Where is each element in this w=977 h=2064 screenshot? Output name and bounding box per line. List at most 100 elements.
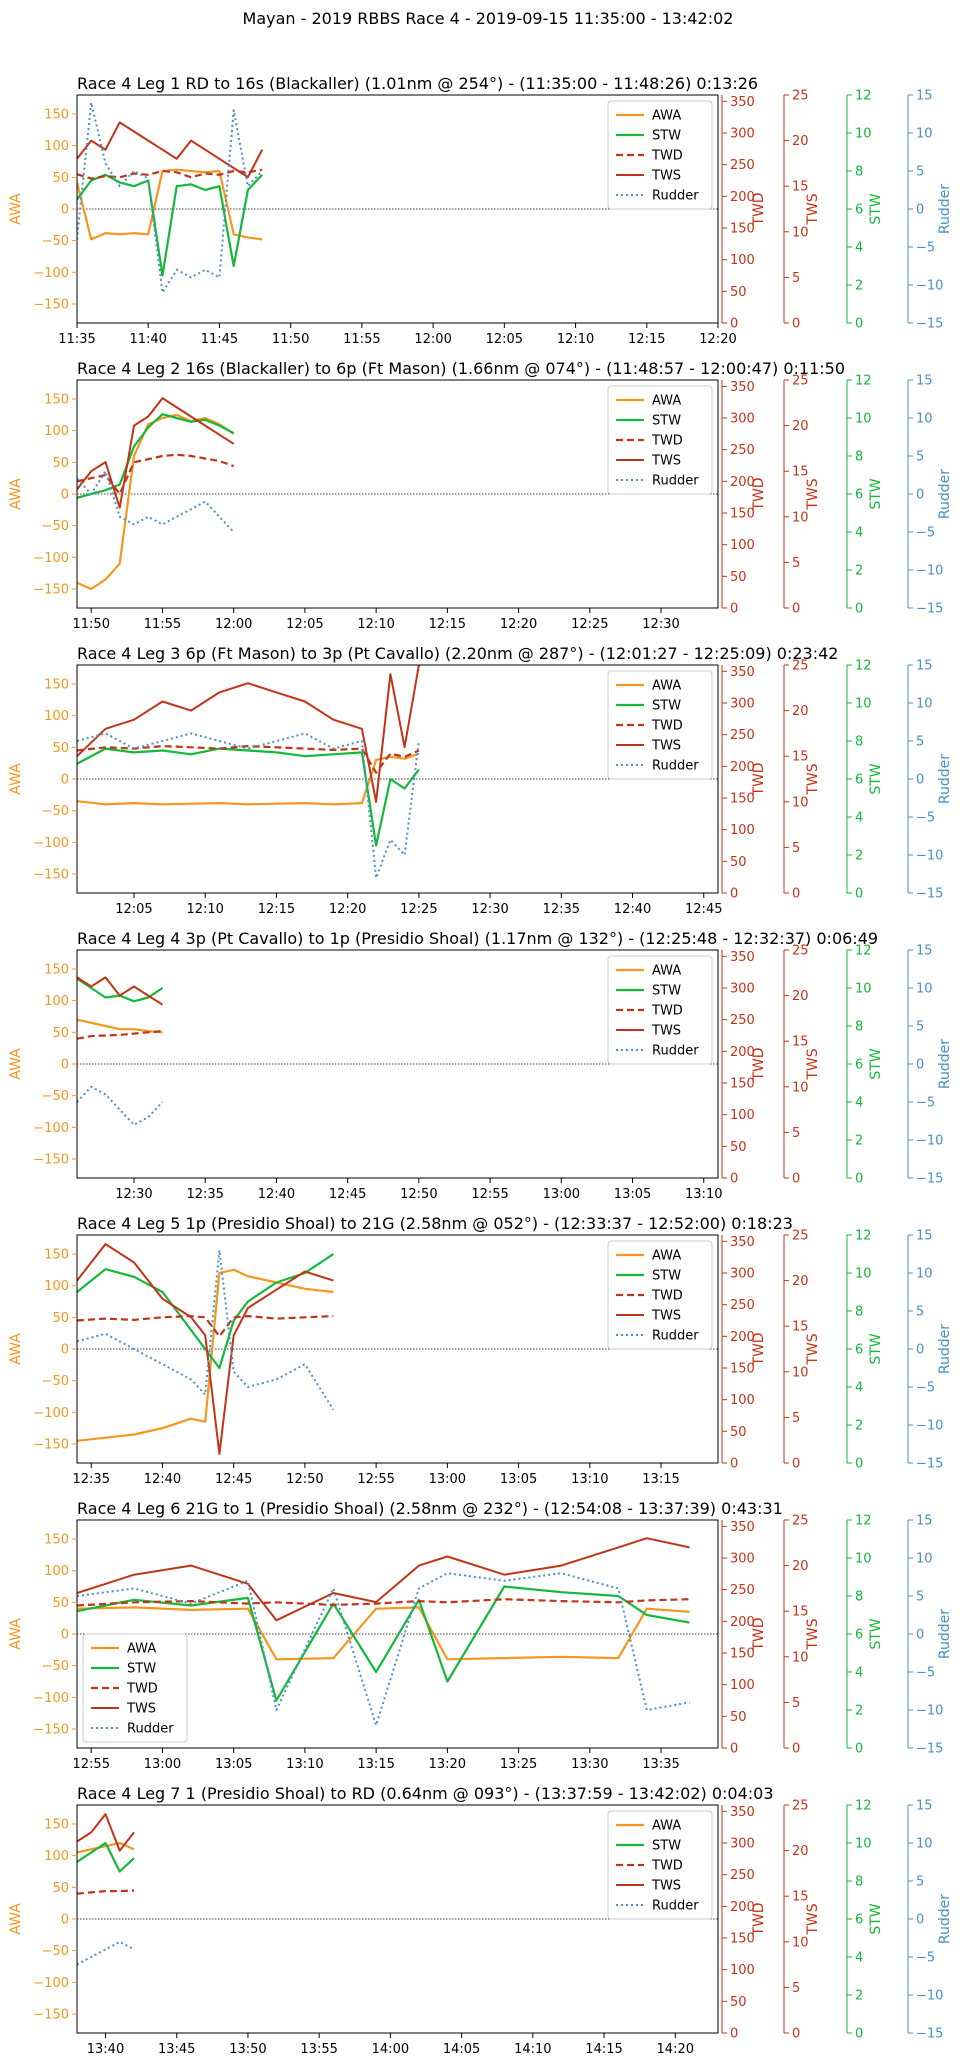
stw-tick-label: 12 [855, 1229, 872, 1244]
series-tws-line [77, 1813, 135, 1852]
twd-tick-label: 300 [730, 412, 755, 427]
series-stw-line [77, 747, 420, 847]
legend: AWA STW TWD TWS Rudder [607, 1240, 713, 1350]
rudder-tick-label: −15 [916, 1172, 943, 1187]
series-twd-line [77, 168, 263, 180]
awa-tick-label: −100 [33, 1406, 69, 1421]
rudder-tick-label: 10 [916, 412, 933, 427]
stw-tick-label: 12 [855, 659, 872, 674]
series-group [77, 101, 264, 294]
tws-tick-label: 15 [792, 180, 809, 195]
series-rudder-line [77, 1249, 335, 1411]
twd-tick-label: 150 [730, 792, 755, 807]
twd-tick-label: 0 [730, 602, 738, 617]
rudder-tick-label: −15 [916, 602, 943, 617]
tws-tick-label: 20 [792, 989, 809, 1004]
series-twd-line [77, 1598, 690, 1607]
stw-tick-label: 8 [855, 450, 863, 465]
awa-tick-label: 100 [44, 424, 69, 439]
twd-tick-label: 50 [730, 1140, 747, 1155]
stw-tick-label: 10 [855, 1552, 872, 1567]
series-rudder-line [77, 732, 420, 879]
tws-tick-label: 25 [792, 944, 809, 959]
figure-title: Mayan - 2019 RBBS Race 4 - 2019-09-15 11… [243, 9, 734, 28]
twd-tick-label: 200 [730, 475, 755, 490]
series-group [77, 976, 164, 1126]
x-tick-label: 13:25 [500, 1757, 537, 1772]
awa-tick-label: 0 [61, 1628, 69, 1643]
x-tick-label: 13:00 [429, 1472, 466, 1487]
legend: AWA STW TWD TWS Rudder [82, 1633, 188, 1743]
twd-tick-label: 200 [730, 1615, 755, 1630]
rudder-tick-label: 5 [916, 450, 924, 465]
x-tick-label: 13:05 [500, 1472, 537, 1487]
rudder-tick-label: 15 [916, 1514, 933, 1529]
legend: AWA STW TWD TWS Rudder [607, 385, 713, 495]
twd-tick-label: 250 [730, 1868, 755, 1883]
tws-tick-label: 25 [792, 1229, 809, 1244]
rudder-axis-label: Rudder [937, 1894, 953, 1944]
awa-axis-label: AWA [8, 763, 24, 795]
x-tick-label: 12:10 [557, 332, 594, 347]
x-tick-label: 12:20 [500, 617, 537, 632]
awa-tick-label: 0 [61, 203, 69, 218]
x-tick-label: 12:10 [186, 902, 223, 917]
legend: AWA STW TWD TWS Rudder [607, 100, 713, 210]
stw-axis-label: STW [868, 193, 884, 224]
series-stw-line [77, 173, 264, 277]
awa-tick-label: −50 [42, 1944, 69, 1959]
tws-tick-label: 10 [792, 510, 809, 525]
twd-tick-label: 200 [730, 1045, 755, 1060]
rudder-tick-label: −5 [916, 241, 935, 256]
rudder-tick-label: −5 [916, 1096, 935, 1111]
series-group [77, 1537, 690, 1727]
series-stw-line [77, 1253, 335, 1370]
legend-label-awa: AWA [652, 679, 681, 694]
awa-tick-label: 100 [44, 709, 69, 724]
stw-axis-label: STW [868, 1333, 884, 1364]
stw-tick-label: 8 [855, 735, 863, 750]
rudder-tick-label: −15 [916, 887, 943, 902]
awa-tick-label: −100 [33, 836, 69, 851]
tws-tick-label: 5 [792, 1411, 800, 1426]
x-tick-label: 12:05 [486, 332, 523, 347]
stw-tick-label: 12 [855, 1514, 872, 1529]
series-rudder-line [77, 1085, 164, 1126]
legend-box [607, 385, 713, 495]
stw-tick-label: 4 [855, 1381, 863, 1396]
legend-label-rudder: Rudder [652, 1044, 699, 1059]
twd-tick-label: 100 [730, 538, 755, 553]
stw-tick-label: 10 [855, 697, 872, 712]
tws-tick-label: 20 [792, 1844, 809, 1859]
series-awa-line [77, 752, 420, 806]
stw-tick-label: 0 [855, 602, 863, 617]
x-tick-label: 12:00 [215, 617, 252, 632]
series-twd-line [77, 1889, 135, 1895]
rudder-tick-label: 0 [916, 1343, 924, 1358]
tws-axis-label: TWS [805, 1048, 821, 1080]
x-tick-label: 14:00 [372, 2042, 409, 2057]
series-stw-line [77, 413, 235, 499]
awa-axis-label: AWA [8, 478, 24, 510]
stw-tick-label: 12 [855, 374, 872, 389]
legend-label-awa: AWA [652, 109, 681, 124]
x-tick-label: 12:40 [614, 902, 651, 917]
stw-tick-label: 6 [855, 1343, 863, 1358]
awa-axis-label: AWA [8, 1618, 24, 1650]
legend-label-stw: STW [652, 1839, 681, 1854]
twd-tick-label: 50 [730, 1995, 747, 2010]
twd-tick-label: 0 [730, 1457, 738, 1472]
legend-label-rudder: Rudder [127, 1722, 174, 1737]
twd-tick-label: 100 [730, 823, 755, 838]
tws-tick-label: 5 [792, 556, 800, 571]
twd-tick-label: 300 [730, 697, 755, 712]
rudder-tick-label: 5 [916, 1875, 924, 1890]
rudder-axis-label: Rudder [937, 184, 953, 234]
twd-tick-label: 300 [730, 1552, 755, 1567]
rudder-axis-label: Rudder [937, 469, 953, 519]
awa-tick-label: −100 [33, 266, 69, 281]
series-awa-line [77, 1018, 163, 1034]
twd-tick-label: 100 [730, 253, 755, 268]
x-tick-label: 12:25 [571, 617, 608, 632]
awa-axis-label: AWA [8, 193, 24, 225]
